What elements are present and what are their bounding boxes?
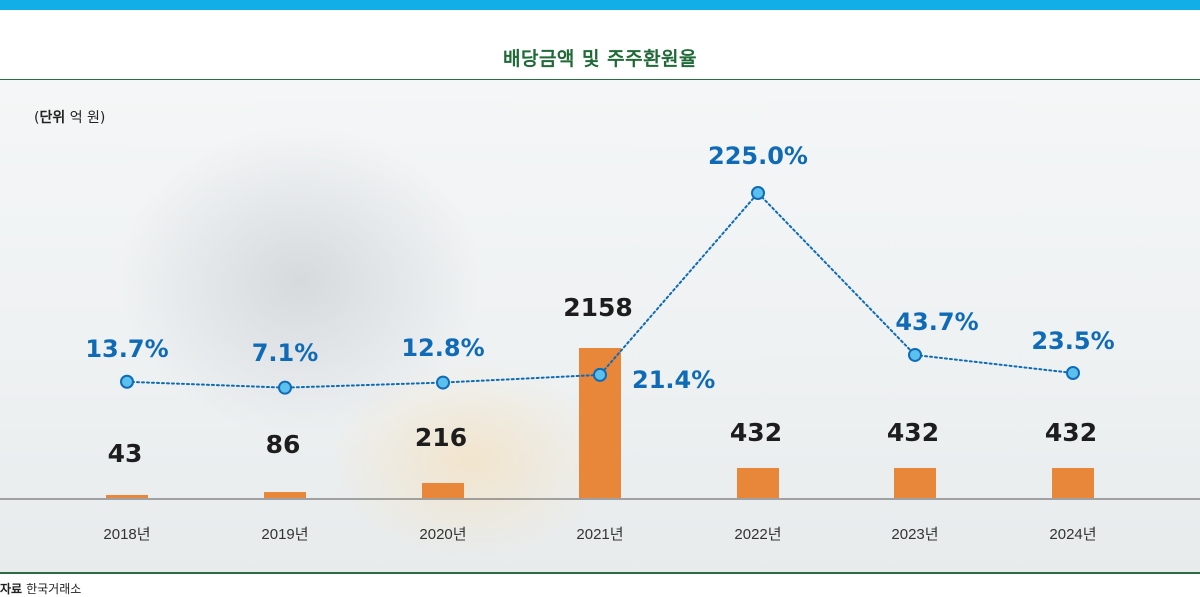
bar bbox=[1052, 467, 1094, 498]
rate-marker bbox=[593, 367, 607, 382]
x-tick-label: 2022년 bbox=[734, 526, 781, 543]
rate-value-label: 13.7% bbox=[85, 335, 168, 363]
unit-note: (단위 억 원) bbox=[34, 110, 106, 126]
bottom-divider-line bbox=[0, 572, 1200, 574]
rate-value-label: 7.1% bbox=[252, 339, 319, 367]
x-tick-label: 2018년 bbox=[103, 526, 150, 543]
rate-value-label: 23.5% bbox=[1031, 327, 1114, 355]
x-tick-label: 2021년 bbox=[576, 526, 623, 543]
rate-value-label: 21.4% bbox=[632, 366, 715, 394]
rate-marker bbox=[1066, 366, 1080, 381]
rate-marker bbox=[278, 380, 292, 395]
unit-label: 단위 bbox=[39, 110, 66, 126]
rate-marker bbox=[908, 347, 922, 362]
bar-value-label: 216 bbox=[415, 423, 467, 452]
bar bbox=[264, 492, 306, 498]
top-accent-band bbox=[0, 0, 1200, 10]
bar bbox=[737, 467, 779, 498]
x-tick-label: 2023년 bbox=[891, 526, 938, 543]
chart-title: 배당금액 및 주주환원율 bbox=[502, 48, 698, 70]
rate-value-label: 12.8% bbox=[401, 334, 484, 362]
unit-value: 억 원 bbox=[69, 110, 100, 126]
bar-value-label: 432 bbox=[1045, 418, 1097, 447]
rate-value-label: 225.0% bbox=[708, 142, 808, 170]
bar bbox=[106, 495, 148, 498]
bar bbox=[894, 467, 936, 498]
source-label: 자료 bbox=[0, 582, 23, 596]
x-tick-label: 2020년 bbox=[419, 526, 466, 543]
bar-value-label: 432 bbox=[730, 418, 782, 447]
rate-marker bbox=[751, 186, 765, 200]
rate-value-label: 43.7% bbox=[895, 308, 978, 336]
x-tick-label: 2019년 bbox=[261, 526, 308, 543]
bar-value-label: 2158 bbox=[563, 293, 633, 322]
source-note: 자료 한국거래소 bbox=[0, 580, 81, 597]
bar-value-label: 86 bbox=[266, 430, 301, 459]
bar-value-label: 43 bbox=[108, 439, 143, 468]
rate-marker bbox=[436, 375, 450, 390]
source-value: 한국거래소 bbox=[26, 582, 82, 596]
bar bbox=[422, 482, 464, 498]
x-tick-label: 2024년 bbox=[1049, 526, 1096, 543]
bar-value-label: 432 bbox=[887, 418, 939, 447]
rate-marker bbox=[120, 374, 134, 389]
